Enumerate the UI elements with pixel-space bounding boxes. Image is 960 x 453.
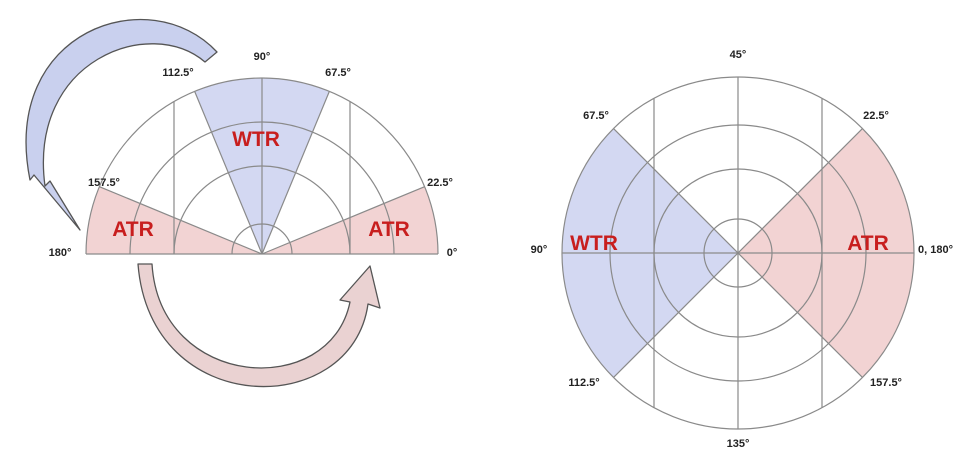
right-atr-label: ATR [847, 232, 889, 255]
right-label-22-5: 22.5° [863, 110, 889, 122]
left-wtr-label: WTR [232, 128, 280, 151]
right-label-45: 45° [730, 49, 747, 61]
left-label-0: 0° [447, 247, 458, 259]
right-label-90: 90° [531, 244, 548, 256]
left-atr-label-right: ATR [368, 218, 410, 241]
left-half-polar-diagram: 90° 112.5° 67.5° 157.5° 22.5° 180° 0° WT… [25, 19, 458, 388]
right-full-polar-diagram: 45° 22.5° 67.5° 90° 0, 180° 112.5° 157.5… [531, 49, 953, 450]
left-grid-spoke-22-5 [261, 186, 425, 255]
left-label-180: 180° [49, 247, 72, 259]
left-grid-spoke-112-5 [194, 91, 263, 255]
left-label-67-5: 67.5° [325, 67, 351, 79]
left-grid-spoke-67-5 [261, 91, 330, 255]
left-grid-spoke-157-5 [99, 186, 263, 255]
right-label-157-5: 157.5° [870, 377, 902, 389]
right-label-135: 135° [727, 438, 750, 450]
right-wtr-label: WTR [570, 232, 618, 255]
right-label-112-5: 112.5° [568, 377, 599, 389]
left-label-157-5: 157.5° [88, 177, 120, 189]
curved-arrow-bottom [137, 263, 381, 388]
right-grid-diameter-135 [613, 128, 863, 378]
right-polar-grid [561, 76, 915, 430]
right-label-67-5: 67.5° [583, 110, 609, 122]
curved-arrow-top [25, 19, 218, 231]
left-polar-grid [85, 77, 439, 255]
right-label-0-180: 0, 180° [918, 244, 953, 256]
left-label-90: 90° [254, 51, 271, 63]
left-atr-label-left: ATR [112, 218, 154, 241]
left-label-112-5: 112.5° [162, 67, 193, 79]
left-label-22-5: 22.5° [427, 177, 453, 189]
